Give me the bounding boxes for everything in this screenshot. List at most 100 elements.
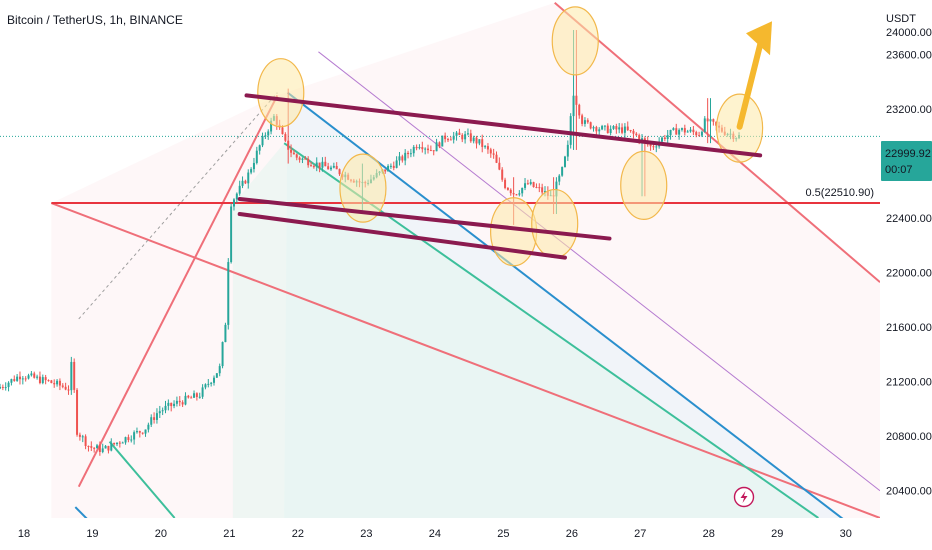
candle-body — [606, 125, 609, 134]
candle-body — [98, 445, 101, 452]
candle-body — [64, 386, 67, 390]
candle-body — [78, 434, 81, 437]
candle-body — [700, 131, 703, 136]
candle-body — [144, 429, 147, 434]
candle-body — [469, 133, 472, 142]
candle-body — [615, 126, 618, 130]
candle-body — [541, 187, 544, 193]
time-axis[interactable]: 18 19 20 21 22 23 24 25 26 27 28 29 30 — [0, 518, 932, 550]
candle-body — [484, 146, 487, 148]
pitchfork-blue-line — [74, 506, 88, 518]
candle-body — [258, 145, 261, 151]
candle-body — [618, 127, 621, 130]
candle-body — [221, 342, 224, 367]
candle-body — [195, 393, 198, 397]
candle-body — [21, 378, 24, 380]
lightning-icon[interactable] — [733, 486, 755, 508]
candle-body — [204, 384, 207, 388]
y-tick-label: 20800.00 — [886, 431, 932, 443]
candle-body — [96, 445, 99, 449]
candle-body — [660, 137, 663, 142]
candle-body — [244, 180, 247, 184]
candle-body — [395, 160, 398, 168]
candle-body — [595, 127, 598, 132]
arrow-head — [746, 21, 773, 56]
candle-body — [446, 139, 449, 141]
teal-zone-fill — [232, 143, 819, 518]
x-tick-label: 29 — [771, 528, 783, 540]
candle-body — [592, 127, 595, 129]
candle-body — [250, 169, 253, 173]
candle-body — [167, 402, 170, 406]
candle-body — [689, 129, 692, 132]
candle-body — [104, 445, 107, 449]
candle-body — [683, 128, 686, 133]
candle-body — [686, 131, 689, 133]
candle-body — [461, 134, 464, 140]
candle-body — [315, 162, 318, 167]
candle-body — [124, 437, 127, 443]
candle-body — [581, 115, 584, 124]
x-tick-label: 20 — [155, 528, 167, 540]
candle-body — [153, 417, 156, 420]
candle-body — [58, 380, 61, 386]
candle-body — [680, 128, 683, 130]
candle-body — [327, 166, 330, 170]
candle-body — [232, 199, 235, 207]
candle-body — [110, 442, 113, 451]
candle-body — [629, 130, 632, 132]
candle-body — [155, 413, 158, 420]
x-tick-label: 24 — [429, 528, 441, 540]
candle-body — [621, 127, 624, 133]
candle-body — [67, 389, 70, 391]
candle-body — [544, 191, 547, 193]
pitchfork-zones — [51, 2, 880, 518]
candle-body — [101, 448, 104, 452]
x-tick-label: 27 — [634, 528, 646, 540]
candle-body — [73, 361, 76, 390]
candle-body — [133, 432, 136, 440]
candle-body — [521, 187, 524, 194]
candle-body — [506, 187, 509, 190]
x-tick-label: 26 — [566, 528, 578, 540]
candle-body — [332, 165, 335, 168]
pitchfork-blue-line — [287, 91, 844, 518]
candle-body — [387, 165, 390, 172]
candle-body — [421, 147, 424, 150]
candle-body — [47, 380, 50, 382]
candle-body — [601, 126, 604, 130]
candle-body — [270, 120, 273, 132]
x-tick-label: 30 — [840, 528, 852, 540]
candle-body — [427, 148, 430, 151]
fib-level-label: 0.5(22510.90) — [806, 187, 875, 199]
candle-body — [324, 161, 327, 167]
candle-body — [709, 119, 712, 122]
candle-body — [38, 376, 41, 383]
candle-body — [36, 376, 39, 378]
x-tick-label: 28 — [703, 528, 715, 540]
candle-body — [669, 129, 672, 136]
candle-body — [429, 150, 432, 152]
candle-body — [703, 118, 706, 132]
candle-body — [526, 183, 529, 185]
candle-body — [135, 431, 138, 433]
candle-body — [312, 166, 315, 168]
current-price-badge: 22999.92 00:07 — [881, 141, 932, 181]
candle-body — [609, 128, 612, 134]
candle-body — [201, 387, 204, 397]
candle-body — [555, 181, 558, 197]
candle-body — [692, 129, 695, 133]
highlight-circle — [257, 58, 305, 128]
candle-body — [7, 382, 10, 388]
candle-body — [247, 172, 250, 184]
candle-body — [563, 156, 566, 167]
y-tick-label: 22400.00 — [886, 213, 932, 225]
chart-title: Bitcoin / TetherUS, 1h, BINANCE — [7, 13, 183, 27]
candle-body — [435, 142, 438, 152]
candle-body — [498, 162, 501, 170]
price-axis[interactable]: USDT 24000.00 20400.00 20800.00 21200.00 21… — [880, 0, 932, 518]
candle-body — [478, 139, 481, 144]
candle-body — [261, 135, 264, 146]
candle-body — [18, 376, 21, 380]
